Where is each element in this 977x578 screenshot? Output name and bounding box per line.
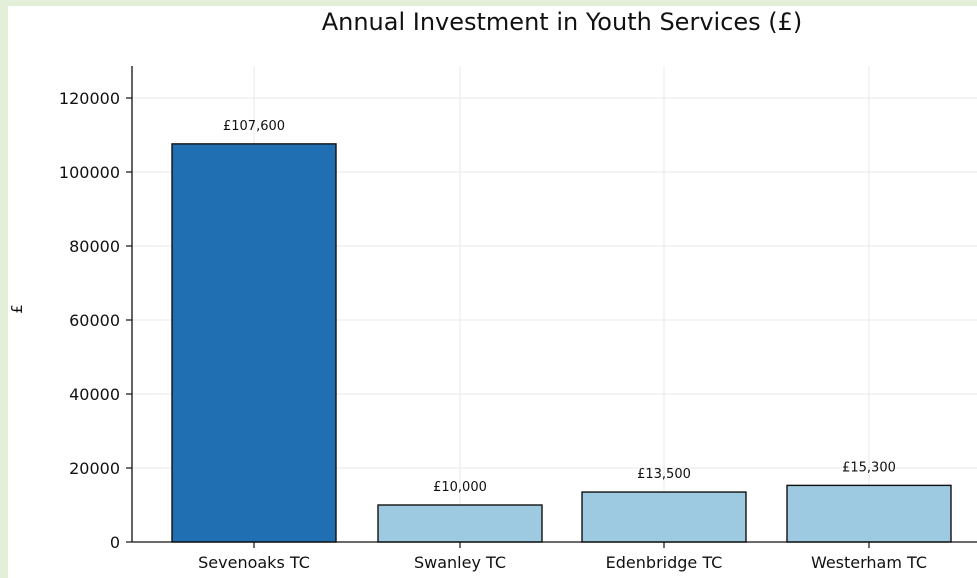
y-tick-label: 100000 <box>59 163 120 182</box>
y-tick-label: 60000 <box>69 311 120 330</box>
x-tick-label: Sevenoaks TC <box>198 553 310 572</box>
y-tick-label: 20000 <box>69 459 120 478</box>
bar-edenbridge-tc <box>581 491 747 543</box>
y-axis-label: £ <box>8 304 26 314</box>
bar-layer <box>171 143 952 543</box>
x-tick-label: Swanley TC <box>414 553 506 572</box>
bar-value-label: £15,300 <box>842 460 896 475</box>
bar-chart: Annual Investment in Youth Services (£) … <box>8 8 977 572</box>
y-tick-label: 80000 <box>69 237 120 256</box>
x-tick-label: Edenbridge TC <box>606 553 723 572</box>
chart-title: Annual Investment in Youth Services (£) <box>322 8 803 36</box>
y-tick-label: 120000 <box>59 89 120 108</box>
y-tick-label: 0 <box>110 533 120 552</box>
chart-frame: Annual Investment in Youth Services (£) … <box>8 6 977 578</box>
y-tick-label: 40000 <box>69 385 120 404</box>
bar-value-label: £13,500 <box>637 467 691 482</box>
bar-value-label: £107,600 <box>223 119 285 134</box>
bar-value-label: £10,000 <box>433 480 487 495</box>
bar-sevenoaks-tc <box>171 143 337 543</box>
label-layer: 0 20000 40000 60000 80000 100000 120000 £107,60… <box>59 89 927 572</box>
axis-layer <box>126 66 977 548</box>
x-tick-label: Westerham TC <box>811 553 927 572</box>
bar-swanley-tc <box>377 504 543 543</box>
bar-westerham-tc <box>786 484 952 543</box>
